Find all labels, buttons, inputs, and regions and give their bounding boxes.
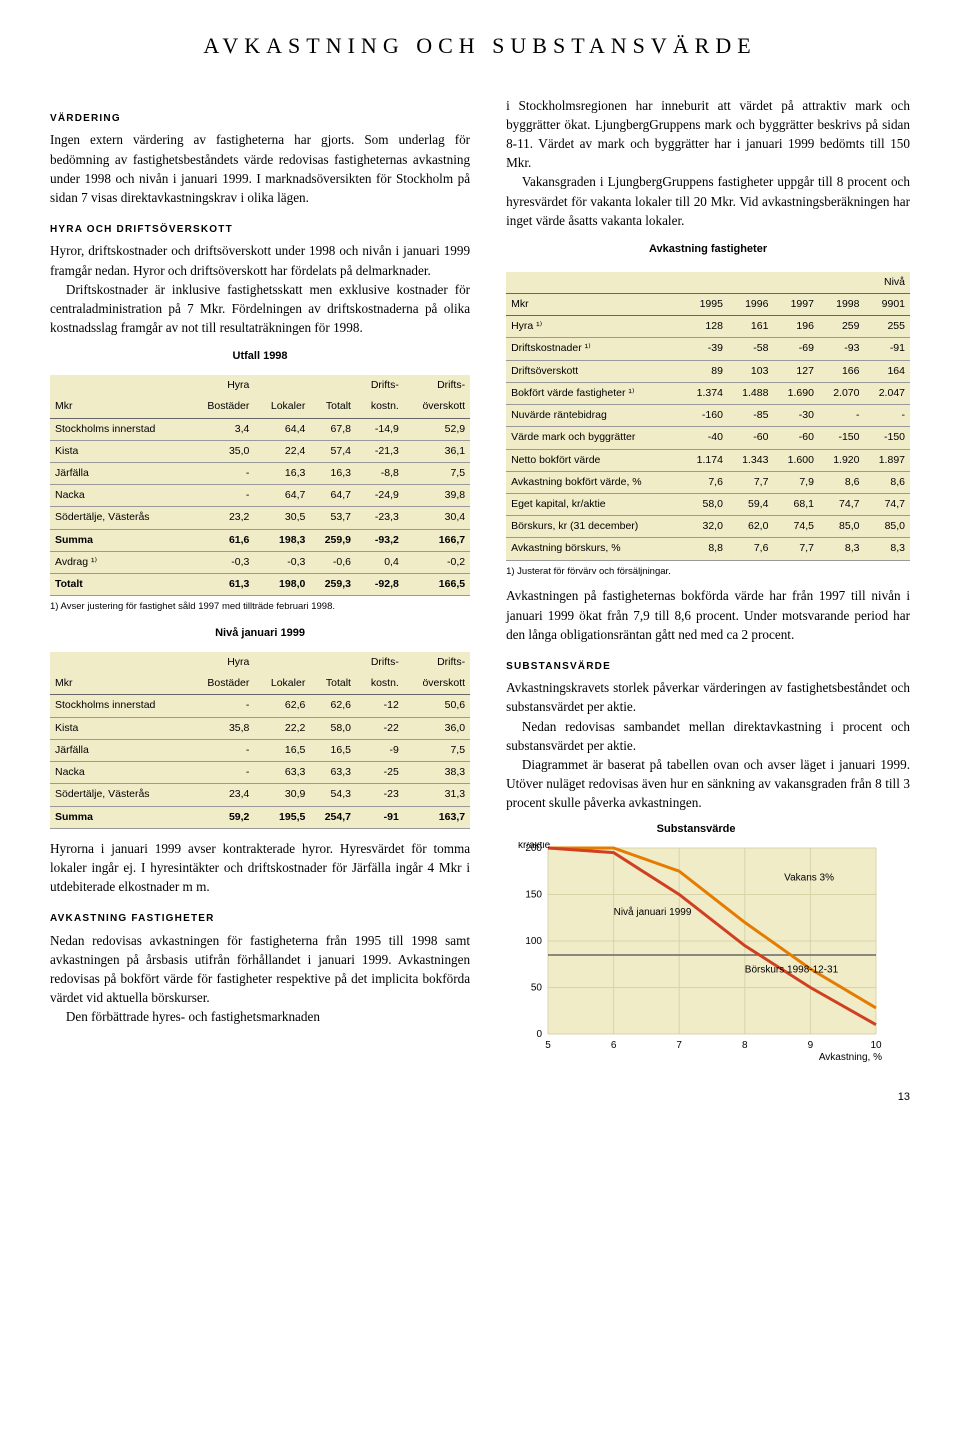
svg-text:Avkastning, %: Avkastning, %	[819, 1052, 882, 1062]
section-avkastning: AVKASTNING FASTIGHETER	[50, 912, 470, 927]
svg-text:Vakans 3%: Vakans 3%	[784, 873, 834, 884]
section-vardering: VÄRDERING	[50, 112, 470, 127]
table-footnote: 1) Justerat för förvärv och försäljninga…	[506, 565, 910, 579]
body-text: Driftskostnader är inklusive fastighetss…	[50, 280, 470, 337]
svg-text:100: 100	[525, 936, 542, 947]
body-text: Den förbättrade hyres- och fastighetsmar…	[50, 1007, 470, 1026]
table-avkastning-fastigheter: NivåMkr19951996199719989901Hyra ¹⁾128161…	[506, 272, 910, 561]
body-text: Hyror, driftskostnader och driftsöversko…	[50, 241, 470, 279]
body-text: i Stockholmsregionen har inneburit att v…	[506, 96, 910, 173]
svg-text:7: 7	[676, 1040, 682, 1051]
svg-text:8: 8	[742, 1040, 748, 1051]
svg-text:150: 150	[525, 890, 542, 901]
chart-title: Substansvärde	[506, 822, 886, 838]
svg-text:6: 6	[611, 1040, 617, 1051]
svg-text:5: 5	[545, 1040, 551, 1051]
body-text: Hyrorna i januari 1999 avser kontraktera…	[50, 839, 470, 896]
table-title-utfall: Utfall 1998	[50, 349, 470, 365]
body-text: Vakansgraden i LjungbergGruppens fastigh…	[506, 172, 910, 229]
svg-text:kr/aktie: kr/aktie	[518, 842, 551, 851]
body-text: Ingen extern värdering av fastigheterna …	[50, 130, 470, 207]
table-footnote: 1) Avser justering för fastighet såld 19…	[50, 600, 470, 614]
page-title: AVKASTNING OCH SUBSTANSVÄRDE	[50, 30, 910, 62]
body-text: Nedan redovisas sambandet mellan direkta…	[506, 717, 910, 755]
page-number: 13	[50, 1090, 910, 1106]
section-substansvarde: SUBSTANSVÄRDE	[506, 660, 910, 675]
chart-substansvarde: Substansvärde 0501001502005678910Vakans …	[506, 822, 886, 1062]
svg-text:50: 50	[531, 983, 543, 994]
table-niva-1999: HyraDrifts-Drifts-MkrBostäderLokalerTota…	[50, 652, 470, 829]
svg-text:Börskurs 1998-12-31: Börskurs 1998-12-31	[745, 965, 839, 976]
section-hyra: HYRA OCH DRIFTSÖVERSKOTT	[50, 223, 470, 238]
table-utfall-1998: HyraDrifts-Drifts-MkrBostäderLokalerTota…	[50, 375, 470, 596]
body-text: Avkastningen på fastigheternas bokförda …	[506, 586, 910, 643]
body-text: Avkastningskravets storlek påverkar värd…	[506, 678, 910, 716]
svg-text:Nivå januari 1999: Nivå januari 1999	[614, 906, 692, 918]
table-title-niva: Nivå januari 1999	[50, 626, 470, 642]
svg-text:9: 9	[808, 1040, 814, 1051]
svg-text:10: 10	[871, 1040, 883, 1051]
body-text: Diagrammet är baserat på tabellen ovan o…	[506, 755, 910, 812]
body-text: Nedan redovisas avkastningen för fastigh…	[50, 931, 470, 1008]
svg-text:0: 0	[537, 1029, 543, 1040]
table-title-avkastning: Avkastning fastigheter	[506, 238, 910, 262]
